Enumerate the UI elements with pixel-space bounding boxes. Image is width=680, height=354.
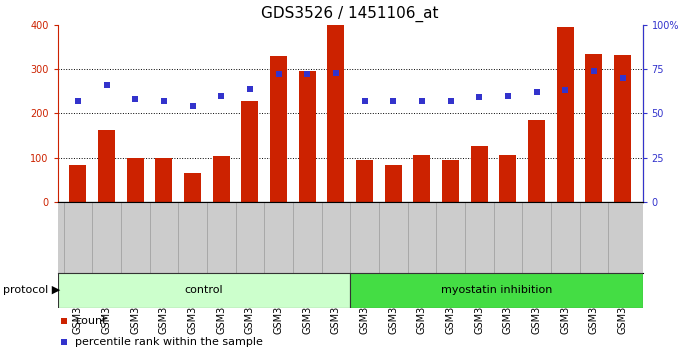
Bar bbox=[499, 155, 517, 202]
Bar bbox=[69, 166, 86, 202]
Text: control: control bbox=[185, 285, 223, 295]
Bar bbox=[585, 53, 602, 202]
Bar bbox=[385, 165, 402, 202]
Bar bbox=[350, 273, 643, 308]
Text: percentile rank within the sample: percentile rank within the sample bbox=[75, 337, 263, 348]
Bar bbox=[155, 158, 173, 202]
Bar bbox=[184, 173, 201, 202]
Bar bbox=[614, 55, 631, 202]
Bar bbox=[241, 101, 258, 202]
Bar bbox=[299, 71, 316, 202]
Bar bbox=[270, 56, 287, 202]
Text: count: count bbox=[75, 316, 107, 326]
Bar bbox=[356, 160, 373, 202]
Bar bbox=[126, 158, 143, 202]
Bar bbox=[413, 155, 430, 202]
Bar bbox=[98, 130, 115, 202]
Bar bbox=[557, 27, 574, 202]
Bar bbox=[213, 156, 230, 202]
Text: myostatin inhibition: myostatin inhibition bbox=[441, 285, 552, 295]
Bar bbox=[327, 25, 345, 202]
Text: protocol ▶: protocol ▶ bbox=[3, 285, 61, 295]
Bar bbox=[58, 273, 350, 308]
Title: GDS3526 / 1451106_at: GDS3526 / 1451106_at bbox=[261, 6, 439, 22]
Bar bbox=[442, 160, 459, 202]
Bar bbox=[528, 120, 545, 202]
Bar bbox=[471, 147, 488, 202]
